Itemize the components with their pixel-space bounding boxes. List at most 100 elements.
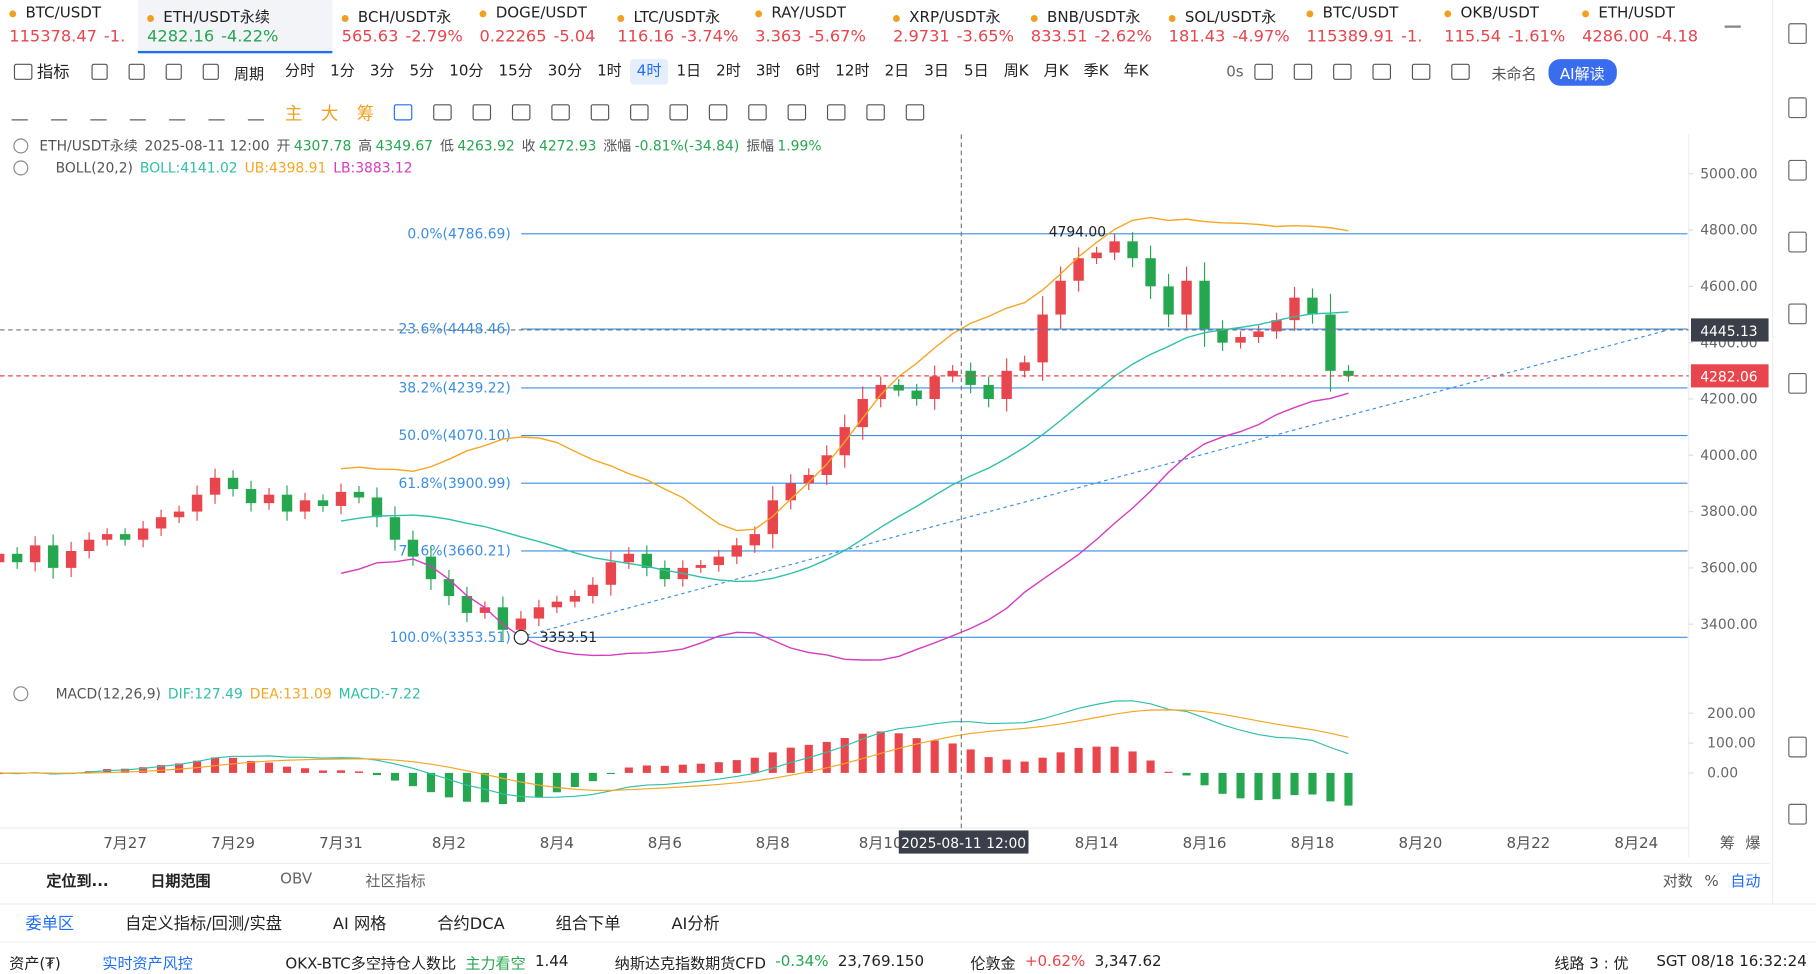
interval[interactable]: 2日 — [884, 62, 910, 80]
interval[interactable]: 3分 — [369, 62, 395, 80]
tool-icon[interactable] — [551, 104, 570, 121]
locate[interactable]: 定位到... — [46, 872, 109, 891]
tool-icon[interactable] — [11, 105, 28, 120]
interval[interactable]: 3时 — [755, 62, 781, 80]
interval[interactable]: 月K — [1043, 62, 1069, 80]
tab[interactable]: 合约DCA — [437, 914, 505, 934]
side-icon[interactable] — [1788, 303, 1807, 325]
tool-icon[interactable] — [433, 104, 452, 121]
period-button[interactable]: 周期 — [233, 65, 265, 83]
interval[interactable]: 分时 — [284, 62, 316, 80]
icon[interactable] — [1254, 63, 1273, 80]
tool-icon[interactable] — [866, 104, 885, 121]
ticker[interactable]: OKB/USDT 115.54 -1.61% — [1435, 0, 1573, 53]
status-clock: SGT 08/18 16:32:24 — [1656, 952, 1807, 970]
add-icon[interactable] — [1724, 25, 1741, 28]
icon[interactable] — [202, 63, 219, 80]
interval[interactable]: 10分 — [449, 62, 484, 80]
interval[interactable]: 1时 — [597, 62, 622, 80]
tool-icon[interactable] — [748, 104, 767, 121]
tool-label[interactable]: 筹 — [356, 102, 375, 124]
interval[interactable]: 30分 — [547, 62, 583, 80]
tool-icon[interactable] — [630, 104, 649, 121]
side-icon[interactable] — [1788, 736, 1807, 758]
interval[interactable]: 1日 — [676, 62, 702, 80]
scale-option[interactable]: 自动 — [1730, 872, 1761, 891]
icon[interactable] — [165, 63, 182, 80]
tool-icon[interactable] — [669, 104, 689, 121]
interval[interactable]: 周K — [1003, 62, 1029, 80]
ticker[interactable]: LTC/USDT永 116.16 -3.74% — [608, 0, 746, 53]
tool-icon[interactable] — [472, 104, 492, 121]
tool-icon[interactable] — [393, 104, 413, 121]
interval[interactable]: 5日 — [963, 62, 989, 80]
side-icon[interactable] — [1788, 231, 1807, 253]
macd-bar — [1200, 772, 1209, 786]
interval[interactable]: 3日 — [924, 62, 949, 80]
interval[interactable]: 年K — [1123, 62, 1149, 80]
ticker[interactable]: SOL/USDT永 181.43 -4.97% — [1159, 0, 1297, 53]
tool-icon[interactable] — [511, 104, 531, 121]
side-icon[interactable] — [1788, 23, 1807, 45]
tab[interactable]: AI 网格 — [332, 914, 387, 934]
indicator-button[interactable]: 指标 — [37, 63, 70, 83]
tool-icon[interactable] — [905, 104, 925, 121]
ticker[interactable]: ETH/USDT永续 4282.16 -4.22% — [137, 0, 333, 54]
interval[interactable]: 季K — [1083, 62, 1109, 80]
tool-icon[interactable] — [787, 104, 807, 121]
tool-icon[interactable] — [247, 105, 265, 120]
obv[interactable]: OBV — [280, 870, 313, 888]
tool-icon[interactable] — [827, 104, 846, 121]
icon[interactable] — [1293, 63, 1312, 80]
ticker[interactable]: BNB/USDT永 833.51 -2.62% — [1022, 0, 1160, 53]
macd-name: MACD(12,26,9) — [56, 686, 161, 702]
icon[interactable] — [91, 63, 108, 80]
side-icon[interactable] — [1788, 372, 1807, 394]
ticker[interactable]: XRP/USDT永 2.9731 -3.65% — [884, 0, 1022, 53]
scale-option[interactable]: 对数 — [1662, 872, 1693, 891]
ticker[interactable]: ETH/USDT 4286.00 -4.18 — [1573, 0, 1711, 53]
tool-label[interactable]: 主 — [284, 102, 303, 124]
side-icon[interactable] — [1788, 97, 1807, 119]
tool-icon[interactable] — [208, 105, 225, 120]
icon[interactable] — [1372, 63, 1391, 80]
tab[interactable]: 委单区 — [25, 914, 75, 934]
icon[interactable] — [1332, 63, 1352, 80]
macd-bar — [840, 737, 849, 773]
tool-icon[interactable] — [50, 105, 68, 120]
interval[interactable]: 4时 — [629, 59, 669, 85]
ticker[interactable]: BCH/USDT永 565.63 -2.79% — [332, 0, 470, 53]
ticker[interactable]: RAY/USDT 3.363 -5.67% — [746, 0, 884, 53]
tool-icon[interactable] — [169, 105, 186, 120]
icon[interactable] — [128, 63, 145, 80]
icon[interactable] — [1411, 63, 1431, 80]
tool-icon[interactable] — [90, 105, 107, 120]
ticker-change: -5.67% — [808, 27, 866, 47]
interval[interactable]: 12时 — [835, 62, 870, 80]
tool-icon[interactable] — [590, 104, 610, 121]
tab[interactable]: AI分析 — [671, 914, 720, 934]
ticker[interactable]: DOGE/USDT 0.22265 -5.04 — [470, 0, 608, 53]
tool-icon[interactable] — [708, 104, 728, 121]
interval[interactable]: 1分 — [330, 62, 355, 80]
layout-name[interactable]: 未命名 — [1491, 65, 1537, 83]
interval[interactable]: 5分 — [409, 62, 435, 80]
date-range[interactable]: 日期范围 — [150, 872, 211, 891]
icon[interactable] — [1450, 63, 1470, 80]
interval[interactable]: 6时 — [795, 62, 821, 80]
interval[interactable]: 15分 — [498, 62, 533, 80]
community[interactable]: 社区指标 — [365, 872, 426, 891]
ai-button[interactable]: AI解读 — [1548, 58, 1617, 86]
tool-label[interactable]: 大 — [320, 102, 339, 124]
ticker[interactable]: BTC/USDT 115389.91 -1. — [1297, 0, 1435, 53]
tab[interactable]: 组合下单 — [555, 914, 621, 934]
side-icon[interactable] — [1788, 159, 1807, 181]
scale-option[interactable]: % — [1704, 872, 1719, 891]
tool-icon[interactable] — [129, 105, 146, 120]
macd-bar — [678, 764, 687, 773]
side-icon[interactable] — [1788, 803, 1807, 825]
tab[interactable]: 自定义指标/回测/实盘 — [125, 914, 282, 934]
interval[interactable]: 2时 — [716, 62, 741, 80]
ticker[interactable]: BTC/USDT 115378.47 -1. — [0, 0, 138, 53]
candle — [803, 474, 814, 484]
